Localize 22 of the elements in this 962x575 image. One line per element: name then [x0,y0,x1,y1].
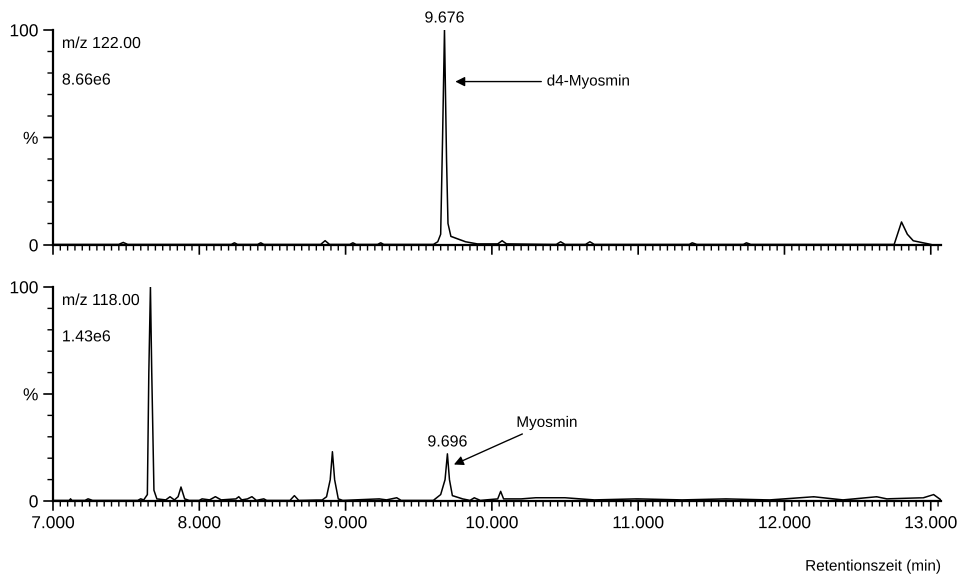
x-tick-label: 9.000 [324,516,367,528]
annotation: m/z 118.00 [62,293,140,306]
y-tick-label: 0 [29,495,38,508]
annotation: 1.43e6 [63,330,110,342]
x-tick-label: 12.000 [759,516,810,528]
x-tick-label: 10.000 [466,516,518,528]
annotation: 9.696 [428,435,467,447]
x-tick-label: 7.000 [32,516,74,528]
x-tick-label: 13.000 [906,516,957,528]
x-tick-label: 8.000 [178,516,220,528]
y-tick-label: % [24,132,38,144]
x-tick-label: 11.000 [614,516,664,528]
annotation: Myosmin [518,416,576,430]
x-axis-title: Retentionszeit (min) [806,560,940,574]
annotation: 9.676 [425,11,464,23]
y-tick-label: 100 [10,281,38,294]
y-tick-label: % [24,388,38,400]
annotation: d4-Myosmin [547,74,629,89]
y-tick-label: 100 [10,24,38,36]
annotation: 8.66e6 [62,73,110,85]
annotation: m/z 122.00 [62,36,140,48]
y-tick-label: 0 [29,239,38,252]
